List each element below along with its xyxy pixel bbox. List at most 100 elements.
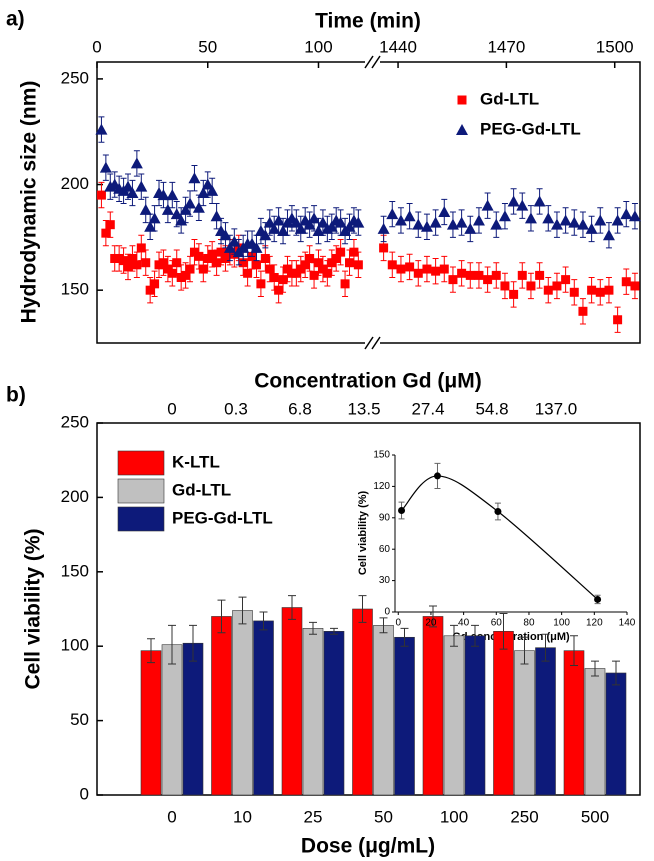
y-tick-label: 250 (61, 68, 89, 87)
marker (465, 270, 475, 280)
marker (587, 285, 597, 295)
error-bar (189, 624, 197, 662)
marker (448, 275, 458, 285)
marker (305, 253, 315, 263)
y-tick-label: 90 (379, 512, 391, 523)
marker (613, 315, 623, 325)
x-tick-label: 0 (92, 37, 101, 56)
marker (184, 197, 197, 209)
marker (144, 220, 157, 232)
legend-label: K-LTL (172, 452, 220, 471)
marker (481, 199, 494, 211)
marker (260, 253, 270, 263)
error-bar (330, 627, 338, 635)
bar (464, 635, 486, 796)
y-tick-label: 100 (61, 636, 89, 655)
bar (394, 636, 415, 796)
marker (396, 264, 406, 274)
legend-label: PEG-Gd-LTL (480, 119, 581, 138)
marker (259, 229, 272, 241)
bar (422, 616, 444, 796)
marker (256, 279, 266, 289)
x-tick-label: 50 (198, 37, 217, 56)
marker (438, 206, 451, 218)
marker (500, 281, 510, 291)
legend-marker (456, 124, 468, 135)
marker (340, 279, 350, 289)
x-tick-label: 0 (395, 618, 401, 629)
x-tick-label: 40 (458, 618, 470, 629)
bar (323, 631, 345, 796)
marker (628, 210, 641, 222)
error-bar (147, 638, 155, 664)
marker (219, 229, 232, 241)
marker (526, 281, 536, 291)
x2-axis-title: Concentration Gd (μM) (254, 370, 482, 393)
marker (353, 260, 363, 270)
marker (300, 260, 310, 270)
y-tick-label: 150 (61, 561, 89, 580)
x-axis-title: Dose (μg/mL) (301, 835, 435, 858)
x-tick-label: 1440 (379, 37, 417, 56)
marker (122, 180, 135, 192)
marker (387, 260, 397, 270)
bar (182, 642, 204, 796)
marker (136, 243, 146, 253)
y-tick-label: 60 (379, 544, 391, 555)
marker (464, 222, 477, 234)
error-bar (288, 595, 296, 620)
marker (167, 268, 177, 278)
marker (542, 212, 555, 224)
marker (352, 216, 365, 228)
y-axis-title: Cell viability (%) (22, 528, 45, 689)
marker (101, 228, 111, 238)
error-bar (499, 612, 508, 650)
marker (561, 275, 571, 285)
marker (498, 210, 511, 222)
marker (126, 186, 139, 198)
marker (422, 264, 432, 274)
marker (206, 184, 219, 196)
marker (594, 595, 602, 603)
x2-tick-label: 54.8 (475, 399, 508, 418)
marker (313, 258, 323, 268)
marker (405, 262, 415, 272)
x2-tick-label: 6.8 (288, 399, 312, 418)
marker (343, 220, 356, 232)
legend-marker (457, 95, 467, 105)
marker (188, 172, 201, 184)
x-axis-title: Time (min) (315, 10, 421, 33)
marker (228, 235, 241, 247)
marker (294, 222, 307, 234)
bar (584, 668, 606, 796)
marker (517, 270, 527, 280)
marker (524, 212, 537, 224)
legend-swatch (117, 450, 165, 476)
x-tick-label: 100 (304, 37, 332, 56)
legend-label: PEG-Gd-LTL (172, 508, 273, 527)
panel-label: a) (6, 8, 25, 31)
error-bar (309, 621, 317, 635)
marker (585, 222, 598, 234)
marker (145, 285, 155, 295)
y-tick-label: 120 (373, 481, 390, 492)
marker (201, 178, 214, 190)
marker (431, 266, 441, 276)
error-bar (429, 605, 437, 628)
marker (265, 264, 275, 274)
legend-swatch (117, 478, 165, 504)
x-tick-label: 120 (586, 618, 603, 629)
y-tick-label: 150 (373, 450, 390, 461)
marker (595, 287, 605, 297)
marker (604, 285, 614, 295)
marker (507, 195, 520, 207)
marker (197, 186, 210, 198)
marker (119, 256, 129, 266)
inset-y-title: Cell viability (%) (357, 490, 369, 575)
marker (446, 218, 459, 230)
marker (290, 216, 303, 228)
marker (550, 218, 563, 230)
fit-curve (401, 475, 598, 600)
marker (141, 258, 151, 268)
marker (179, 203, 192, 215)
